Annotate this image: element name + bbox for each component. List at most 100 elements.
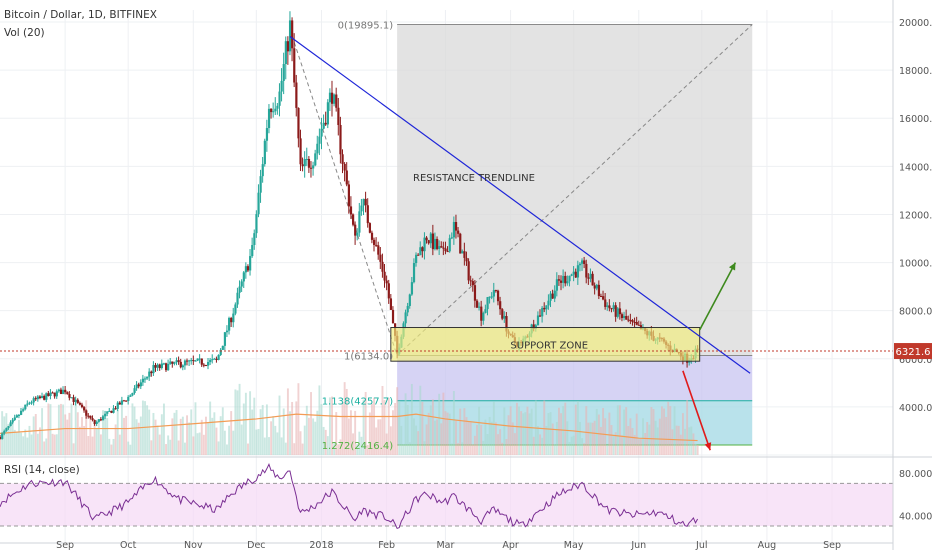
candle-body[interactable] xyxy=(133,388,136,394)
resistance-trendline[interactable] xyxy=(289,35,751,374)
candle-body[interactable] xyxy=(234,304,237,314)
candle-body[interactable] xyxy=(555,279,559,291)
candle-body[interactable] xyxy=(43,395,46,400)
candle-body[interactable] xyxy=(616,308,619,317)
candle-body[interactable] xyxy=(324,122,327,125)
candle-body[interactable] xyxy=(417,254,420,256)
candle-body[interactable] xyxy=(490,296,493,298)
candle-body[interactable] xyxy=(223,332,227,346)
candle-body[interactable] xyxy=(32,398,35,403)
candle-body[interactable] xyxy=(410,282,414,295)
candle-body[interactable] xyxy=(200,358,203,365)
candle-body[interactable] xyxy=(423,237,426,252)
support-zone[interactable] xyxy=(390,327,701,362)
candle-body[interactable] xyxy=(267,108,271,129)
candle-body[interactable] xyxy=(253,233,256,246)
candle-body[interactable] xyxy=(442,247,445,249)
candle-body[interactable] xyxy=(295,82,298,108)
candle-body[interactable] xyxy=(326,102,329,125)
candle-body[interactable] xyxy=(17,414,21,416)
candle-body[interactable] xyxy=(436,238,439,249)
candle-body[interactable] xyxy=(383,271,386,281)
candle-body[interactable] xyxy=(602,296,605,300)
candle-body[interactable] xyxy=(494,290,498,292)
candle-body[interactable] xyxy=(391,309,395,324)
candle-body[interactable] xyxy=(106,411,109,414)
candle-body[interactable] xyxy=(612,305,615,310)
candle-body[interactable] xyxy=(198,358,201,360)
candle-body[interactable] xyxy=(26,403,29,405)
candle-body[interactable] xyxy=(64,389,67,393)
candle-body[interactable] xyxy=(610,308,613,310)
candle-body[interactable] xyxy=(301,164,304,167)
candle-body[interactable] xyxy=(539,315,542,317)
candle-body[interactable] xyxy=(297,107,300,139)
candle-body[interactable] xyxy=(221,345,224,350)
candle-body[interactable] xyxy=(375,244,378,246)
candle-body[interactable] xyxy=(125,400,128,402)
candle-body[interactable] xyxy=(261,164,264,177)
candle-body[interactable] xyxy=(635,322,638,325)
candle-body[interactable] xyxy=(83,407,86,411)
candle-body[interactable] xyxy=(406,305,409,313)
candle-body[interactable] xyxy=(196,358,199,361)
candle-body[interactable] xyxy=(272,111,275,113)
candle-body[interactable] xyxy=(104,413,107,417)
candle-body[interactable] xyxy=(620,314,624,318)
candle-body[interactable] xyxy=(135,384,138,389)
candle-body[interactable] xyxy=(280,80,283,92)
candle-body[interactable] xyxy=(377,245,380,255)
candle-body[interactable] xyxy=(11,419,14,423)
candle-body[interactable] xyxy=(358,211,361,233)
candle-body[interactable] xyxy=(112,408,115,413)
candle-body[interactable] xyxy=(15,415,19,418)
candle-body[interactable] xyxy=(78,402,82,405)
candle-body[interactable] xyxy=(469,280,472,282)
candle-body[interactable] xyxy=(553,290,556,299)
candle-body[interactable] xyxy=(465,257,468,262)
candle-body[interactable] xyxy=(217,354,220,360)
candle-body[interactable] xyxy=(160,363,163,369)
candle-body[interactable] xyxy=(623,316,626,318)
candle-body[interactable] xyxy=(446,251,449,253)
candle-body[interactable] xyxy=(122,400,126,402)
candle-body[interactable] xyxy=(452,222,456,238)
candle-body[interactable] xyxy=(593,285,596,289)
candle-body[interactable] xyxy=(618,308,622,315)
candle-body[interactable] xyxy=(152,365,155,374)
candle-body[interactable] xyxy=(141,378,145,383)
candle-body[interactable] xyxy=(450,237,453,239)
candle-body[interactable] xyxy=(249,256,252,271)
candle-body[interactable] xyxy=(263,140,266,165)
candle-body[interactable] xyxy=(36,396,40,400)
candle-body[interactable] xyxy=(299,138,302,165)
candle-body[interactable] xyxy=(246,266,250,271)
candle-body[interactable] xyxy=(412,263,416,283)
candle-body[interactable] xyxy=(259,176,262,193)
candle-body[interactable] xyxy=(368,223,372,233)
candle-body[interactable] xyxy=(505,316,508,332)
candle-body[interactable] xyxy=(286,41,290,52)
candle-body[interactable] xyxy=(213,358,216,360)
candle-body[interactable] xyxy=(427,240,430,244)
candle-body[interactable] xyxy=(57,389,61,392)
candle-body[interactable] xyxy=(118,402,121,405)
candle-body[interactable] xyxy=(316,143,319,154)
candle-body[interactable] xyxy=(194,360,197,362)
candle-body[interactable] xyxy=(488,296,491,298)
candle-body[interactable] xyxy=(244,266,248,273)
candle-body[interactable] xyxy=(179,361,182,368)
candle-body[interactable] xyxy=(59,389,63,395)
candle-body[interactable] xyxy=(354,224,357,236)
candle-body[interactable] xyxy=(360,205,363,212)
candle-body[interactable] xyxy=(158,364,161,369)
candle-body[interactable] xyxy=(3,430,6,434)
candle-body[interactable] xyxy=(183,360,187,366)
candle-body[interactable] xyxy=(99,419,103,421)
candle-body[interactable] xyxy=(293,48,296,83)
candle-body[interactable] xyxy=(177,360,180,362)
candle-body[interactable] xyxy=(95,421,98,424)
candle-body[interactable] xyxy=(276,105,279,109)
candle-body[interactable] xyxy=(127,396,130,401)
candle-body[interactable] xyxy=(560,280,563,283)
